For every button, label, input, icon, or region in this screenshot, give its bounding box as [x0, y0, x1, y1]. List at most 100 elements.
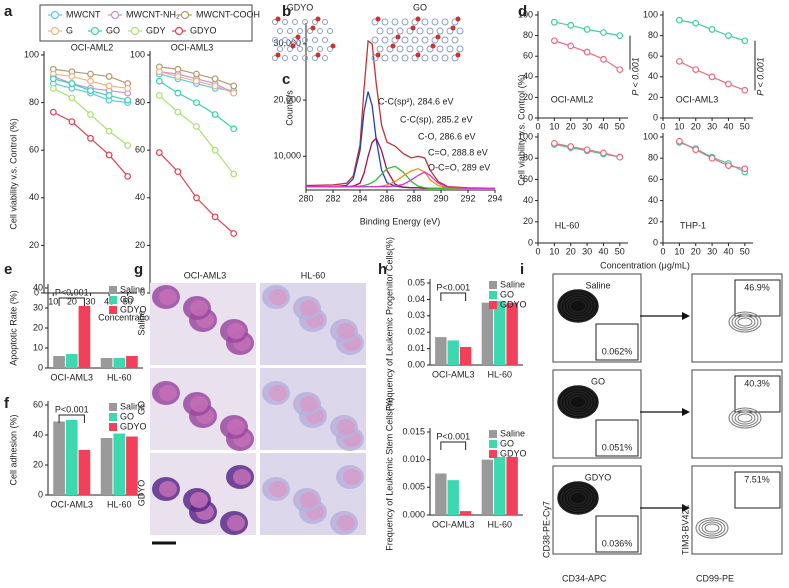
atom	[282, 37, 288, 43]
data-point	[174, 168, 182, 176]
atom	[322, 19, 328, 25]
axis-label: CD99-PE	[696, 573, 734, 583]
nucleus	[337, 515, 355, 531]
atom	[431, 54, 439, 62]
data-point	[211, 213, 219, 221]
y-tick-label: 0	[653, 112, 658, 122]
x-tick-label: 10	[549, 121, 559, 131]
density-contour	[731, 313, 759, 331]
data-point	[230, 125, 238, 133]
x-tick-label: 10	[674, 246, 684, 256]
x-axis-label: Concentration (μg/mL)	[600, 260, 690, 270]
legend-box	[39, 4, 253, 42]
y-tick-label: 0.005	[402, 482, 425, 492]
atom	[327, 46, 333, 52]
x-axis-label: Concentration (μg/mL)	[98, 312, 188, 322]
bar	[435, 473, 447, 515]
structure-label: GO	[413, 2, 427, 12]
oxygen-atom	[450, 25, 456, 31]
y-tick-label: 100	[643, 9, 658, 19]
atom	[312, 37, 318, 43]
bar	[459, 511, 472, 515]
legend-swatch	[109, 413, 117, 421]
y-tick-label: 40	[29, 192, 39, 202]
atom	[272, 37, 278, 43]
axis-label: CD38-PE-Cy7	[541, 501, 551, 558]
panel-label: a	[4, 3, 13, 20]
atom	[277, 46, 283, 52]
atom	[381, 36, 389, 44]
data-point	[675, 57, 683, 65]
atom	[322, 55, 328, 61]
density-contour	[560, 387, 596, 417]
chart-subtitle: THP-1	[680, 220, 706, 230]
x-tick-label: 40	[598, 246, 608, 256]
oxygen-atom	[275, 16, 281, 22]
axis-label: TIM3-BV421	[680, 504, 690, 555]
atom	[272, 19, 278, 25]
atom	[401, 18, 409, 26]
legend-label: GDYO	[190, 25, 217, 35]
atom	[292, 19, 298, 25]
x-tick-label: 280	[298, 193, 313, 203]
row-label: GO	[591, 376, 605, 386]
atom	[396, 27, 404, 35]
atom	[411, 54, 419, 62]
gate	[734, 471, 781, 509]
legend-label: Saline	[500, 428, 525, 438]
atom	[451, 18, 459, 26]
x-tick-label: 40	[723, 246, 733, 256]
data-point	[105, 151, 113, 159]
bar	[53, 356, 65, 368]
x-tick-label: OCI-AML3	[50, 372, 93, 382]
data-point	[675, 137, 683, 145]
y-tick-label: 0	[38, 362, 43, 372]
x-tick-label: OCI-AML3	[432, 519, 475, 529]
data-point	[600, 55, 607, 63]
x-tick-label: 30	[85, 296, 95, 306]
bar	[447, 340, 459, 365]
legend-label: GO	[500, 289, 514, 299]
legend-label: GDYO	[500, 299, 527, 309]
atom	[446, 27, 454, 35]
atom	[376, 45, 384, 53]
x-tick-label: 50	[740, 246, 750, 256]
x-tick-label: 0	[660, 246, 665, 256]
legend-label: GDYO	[120, 304, 147, 314]
peak-annotation: C=O, 288.8 eV	[428, 147, 488, 157]
row-label: Saline	[585, 280, 610, 290]
x-tick-label: HL-60	[487, 369, 512, 379]
atom	[441, 36, 449, 44]
y-tick-label: 0.01	[407, 343, 425, 353]
oxygen-atom	[410, 25, 416, 31]
nucleus	[190, 300, 208, 316]
y-tick-label: 100	[24, 49, 39, 59]
density-contour	[569, 395, 587, 409]
bar	[113, 433, 126, 495]
data-point	[741, 165, 749, 173]
y-tick-label: 60	[648, 51, 658, 61]
data-point	[49, 84, 57, 92]
data-point	[174, 65, 182, 73]
y-tick-label: 60	[648, 174, 658, 184]
atom	[396, 45, 404, 53]
y-tick-label: 0.00	[407, 359, 425, 369]
x-tick-label: OCI-AML3	[50, 499, 93, 509]
oxygen-atom	[275, 52, 281, 58]
data-point	[68, 94, 76, 102]
y-tick-label: 0.015	[402, 426, 425, 436]
x-tick-label: 30	[582, 246, 592, 256]
y-tick-label: 30,000	[273, 38, 301, 48]
panel-label: g	[134, 261, 143, 278]
atom	[421, 36, 429, 44]
y-tick-label: 0.04	[407, 294, 425, 304]
data-point	[68, 73, 76, 80]
atom	[381, 18, 389, 26]
bar	[78, 450, 91, 495]
density-contour	[563, 294, 593, 318]
x-tick-label: 40	[598, 121, 608, 131]
x-tick-label: 0	[535, 246, 540, 256]
y-tick-label: 20	[135, 240, 145, 250]
panel-label: f	[4, 395, 10, 412]
y-tick-label: 40	[648, 71, 658, 81]
